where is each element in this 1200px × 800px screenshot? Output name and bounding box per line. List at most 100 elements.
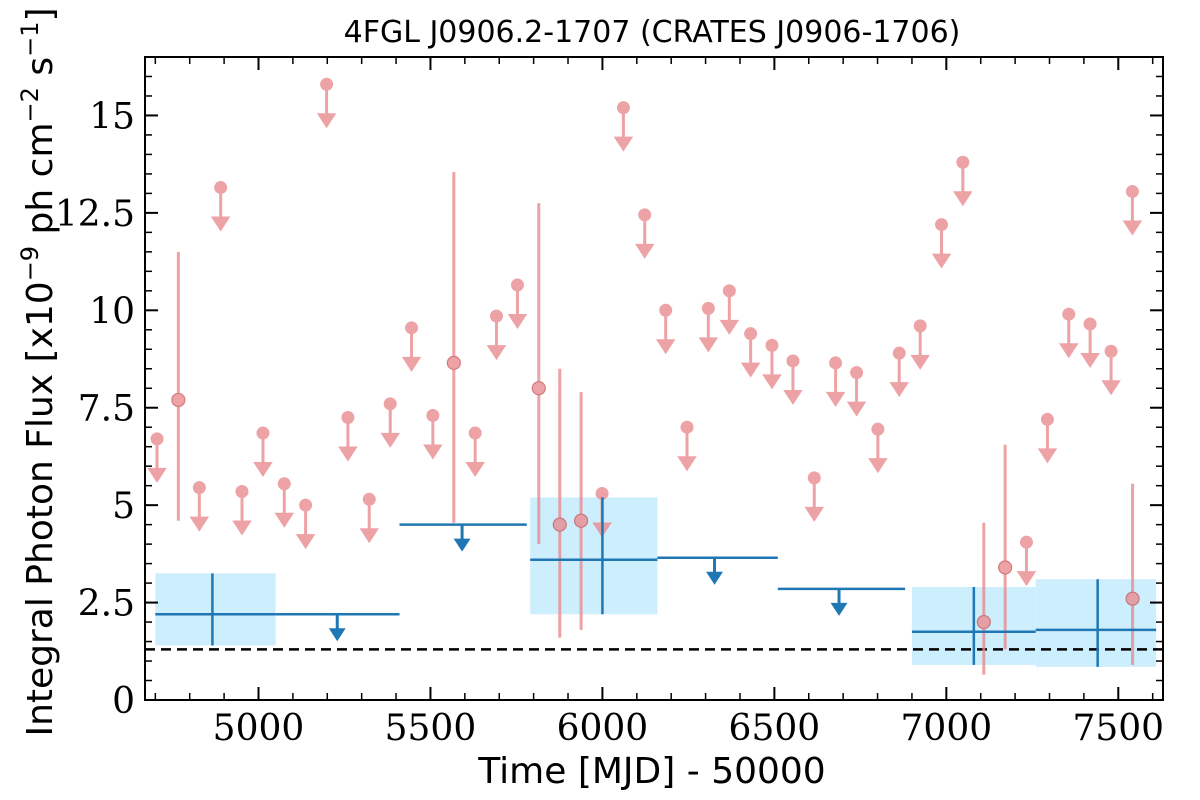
short-bin-arrow <box>316 84 337 129</box>
short-bin-arrow <box>634 214 655 259</box>
short-bin-marker <box>446 355 461 371</box>
short-bin-marker <box>976 614 991 630</box>
short-bin-detection <box>531 203 546 545</box>
y-axis-label-units: ph cm <box>20 122 61 245</box>
short-bin-arrow-head <box>931 253 952 269</box>
short-bin-upper-limit <box>1059 307 1079 359</box>
long-bin-arrow <box>706 557 723 585</box>
short-bin-upper-limit <box>846 366 867 417</box>
y-tick-label: 2.5 <box>78 584 135 625</box>
short-bin-upper-limit <box>1101 344 1121 396</box>
y-axis-label: Integral Photon Flux [x10−9 ph cm−2 s−1] <box>16 7 61 736</box>
short-bin-upper-limit <box>1080 317 1100 368</box>
short-bin-arrow <box>210 187 231 232</box>
short-bin-arrow-head <box>846 401 867 417</box>
short-bin-upper-limit <box>762 338 782 390</box>
short-bin-upper-limit <box>423 409 443 460</box>
short-bin-arrow <box>507 284 528 329</box>
short-bin-arrow-head <box>507 313 528 329</box>
short-bin-detection <box>552 368 567 638</box>
short-bin-arrow <box>1016 542 1037 587</box>
short-bin-arrow-head <box>359 528 379 544</box>
chart-title: 4FGL J0906.2-1707 (CRATES J0906-1706) <box>344 15 961 50</box>
short-bin-upper-limit <box>783 354 803 405</box>
y-tick-label: 0 <box>112 681 135 722</box>
short-bin-upper-limit <box>740 327 761 378</box>
short-bin-arrow-head <box>1101 380 1121 396</box>
x-tick-label: 6000 <box>557 708 649 749</box>
long-bin-arrow-head <box>706 571 723 585</box>
y-tick-label: 12.5 <box>55 194 135 235</box>
short-bin-upper-limit <box>380 397 400 448</box>
short-bin-upper-limit <box>507 278 528 329</box>
short-bin-upper-limit <box>677 420 697 472</box>
short-bin-upper-limit <box>931 218 952 269</box>
short-bin-arrow-head <box>804 506 825 522</box>
short-bin-arrow <box>232 491 252 536</box>
short-bin-arrow-head <box>868 458 888 474</box>
short-bin-arrow-head <box>316 113 337 129</box>
long-bin-arrow-head <box>328 628 346 642</box>
x-axis-label: Time [MJD] - 50000 <box>477 751 825 792</box>
short-bin-arrow <box>677 427 697 472</box>
short-bin-arrow <box>1101 351 1121 396</box>
short-bin-arrow-head <box>253 462 273 478</box>
short-bin-arrow-head <box>232 520 252 536</box>
y-tick-label: 10 <box>89 291 135 332</box>
short-bin-upper-limit <box>719 284 740 335</box>
long-bin-band <box>530 497 658 615</box>
y-axis-label-exp: −9 <box>16 246 44 281</box>
short-bin-upper-limit <box>953 155 973 207</box>
short-bin-arrow-head <box>762 374 782 390</box>
short-bin-upper-limit <box>655 303 676 355</box>
y-axis-label-main: Integral Photon Flux [x10 <box>20 281 61 736</box>
short-bin-arrow-head <box>655 339 676 355</box>
short-bin-upper-limit <box>889 346 909 398</box>
plot-area <box>145 77 1163 675</box>
y-tick-label: 5 <box>112 486 135 527</box>
long-bin-detection <box>155 573 276 646</box>
short-bin-detection <box>998 444 1013 650</box>
short-bin-detection <box>976 522 991 675</box>
short-bin-arrow-head <box>740 362 761 378</box>
short-bin-arrow <box>931 224 952 269</box>
short-bin-arrow-head <box>910 354 930 370</box>
short-bin-upper-limit <box>232 485 252 536</box>
short-bin-arrow-head <box>783 389 803 405</box>
y-axis-label-close: ] <box>20 7 61 21</box>
long-bin-arrow-head <box>830 602 848 616</box>
x-tick-label: 7000 <box>901 708 993 749</box>
short-bin-arrow <box>846 372 867 417</box>
short-bin-upper-limit <box>189 481 210 532</box>
y-tick-label: 15 <box>89 96 135 137</box>
short-bin-upper-limit <box>295 498 316 550</box>
plot-frame <box>144 56 1164 701</box>
short-bin-marker <box>531 381 546 396</box>
short-bin-arrow <box>783 360 803 405</box>
x-tick-label: 7500 <box>1072 708 1164 749</box>
short-bin-detection <box>446 171 461 523</box>
short-bin-detection <box>171 251 186 521</box>
short-bin-arrow <box>274 483 295 528</box>
short-bin-arrow-head <box>825 391 846 407</box>
long-bin-detection <box>530 497 658 615</box>
short-bin-upper-limit <box>465 426 485 478</box>
short-bin-arrow <box>889 353 909 398</box>
axes: 5000 5500 6000 6500 7000 7500 0 2.5 5 7.5 10 12.5 15 <box>55 56 1164 749</box>
short-bin-upper-limit <box>825 356 846 407</box>
short-bin-arrow-head <box>380 432 400 448</box>
short-bin-upper-limit <box>147 432 167 483</box>
short-bin-arrow <box>825 362 846 407</box>
short-bin-arrow <box>740 333 761 378</box>
short-bin-arrow-head <box>295 534 316 550</box>
y-axis-label-s: s <box>20 57 61 87</box>
short-bin-arrow <box>910 325 930 370</box>
short-bin-arrow-head <box>401 356 422 372</box>
short-bin-upper-limit <box>1037 412 1058 464</box>
short-bin-arrow-head <box>210 216 231 232</box>
short-bin-arrow <box>147 438 167 483</box>
long-bin-upper-limit <box>399 523 527 552</box>
short-bin-arrow-head <box>486 345 507 361</box>
short-bin-arrow <box>698 308 719 353</box>
long-bin-arrow <box>453 524 471 552</box>
